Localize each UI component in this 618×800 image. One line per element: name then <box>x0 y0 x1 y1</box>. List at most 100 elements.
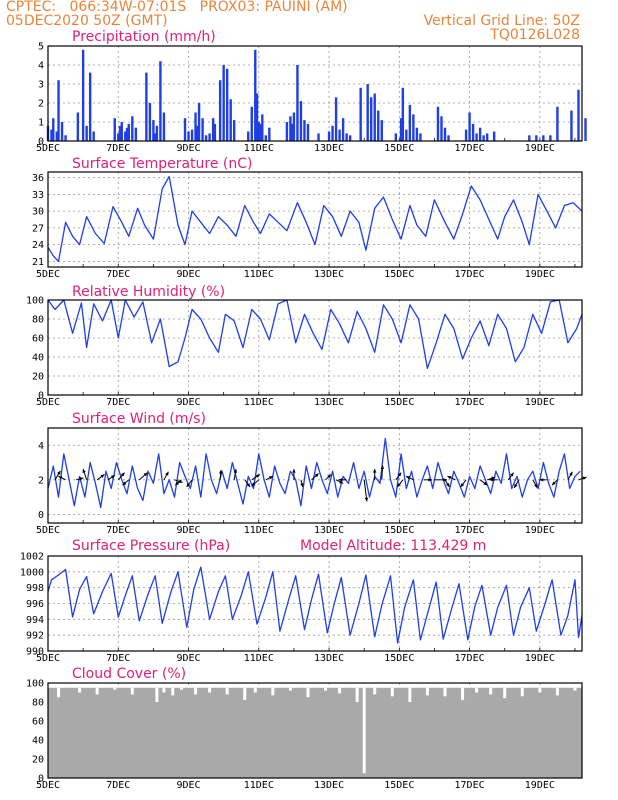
wind-vector-head <box>57 470 61 475</box>
cloud-y-tick-label: 40 <box>32 736 44 747</box>
wind-x-tick-label: 9DEC <box>176 525 200 536</box>
wind-vector-head <box>143 472 148 477</box>
precipitation-bar <box>373 93 376 141</box>
cloud-x-tick-label: 17DEC <box>455 780 485 791</box>
precip-x-tick-label: 9DEC <box>176 143 200 154</box>
wind-vector-head <box>483 481 488 486</box>
cloud-cover-gap <box>208 687 212 693</box>
precipitation-bar <box>60 122 64 141</box>
cloud-frame <box>47 682 583 779</box>
wind-vector-head <box>447 476 452 480</box>
header-line-1: CPTEC: 066:34W-07:01S PROX03: PAUINI (AM… <box>6 0 348 15</box>
pres-y-tick-label: 994 <box>26 615 44 626</box>
wind-vector-head <box>327 474 331 479</box>
cloud-cover-gap <box>155 687 159 702</box>
precipitation-bar <box>299 101 303 141</box>
precipitation-bar <box>327 131 331 141</box>
precipitation-bar <box>331 125 334 141</box>
cloud-cover-gap <box>253 687 257 693</box>
wind-x-tick-label: 5DEC <box>36 525 60 536</box>
cloud-cover-gap <box>113 687 117 690</box>
precipitation-bar <box>257 122 260 141</box>
rh-x-tick-label: 17DEC <box>455 397 485 408</box>
wind-vector-head <box>175 481 180 486</box>
precipitation-bar <box>370 97 373 141</box>
wind-vector-head <box>552 481 556 486</box>
wind-vector-head <box>269 476 274 480</box>
wind-vector-head <box>446 483 450 488</box>
rh-frame <box>47 299 583 396</box>
rh-y-tick-label: 20 <box>32 372 44 383</box>
rh-y-tick-label: 100 <box>26 296 44 307</box>
wind-vector-head <box>251 482 256 487</box>
rh-y-tick-label: 80 <box>32 315 44 326</box>
precipitation-bar <box>268 127 271 141</box>
precipitation-bar <box>345 133 348 141</box>
precipitation-bar <box>259 123 262 141</box>
cloud-x-tick-label: 9DEC <box>176 780 200 791</box>
precipitation-bar <box>447 135 450 141</box>
rh-series-line <box>47 299 583 370</box>
precip-y-tick-label: 2 <box>38 99 44 110</box>
precipitation-bar <box>254 49 257 141</box>
temp-y-tick-label: 21 <box>32 257 44 268</box>
precipitation-bar <box>471 123 475 141</box>
precip-x-tick-label: 17DEC <box>455 143 485 154</box>
wind-title: Surface Wind (m/s) <box>72 411 206 427</box>
temp-y-tick-label: 36 <box>32 173 44 184</box>
header-model-id: TQ0126L028 <box>490 27 580 43</box>
precipitation-bar <box>52 118 55 141</box>
precipitation-bar <box>225 68 229 141</box>
wind-vector-head <box>233 469 238 473</box>
temp-series-line <box>47 175 583 263</box>
precipitation-bar <box>341 118 345 141</box>
precipitation-bar <box>261 114 264 141</box>
precipitation-bar <box>296 65 299 141</box>
precip-x-tick-label: 15DEC <box>384 143 414 154</box>
precipitation-bar <box>213 123 217 141</box>
precipitation-bar <box>229 99 232 141</box>
rh-y-tick-label: 40 <box>32 353 44 364</box>
model-altitude-label: Model Altitude: 113.429 m <box>300 538 487 554</box>
precipitation-bar <box>419 133 422 141</box>
precipitation-bar <box>485 133 489 141</box>
precipitation-bar <box>64 135 67 141</box>
wind-vector-head <box>58 476 63 480</box>
pres-y-tick-label: 996 <box>26 599 44 610</box>
cloud-cover-gap <box>503 687 507 699</box>
rh-x-tick-label: 15DEC <box>384 397 414 408</box>
wind-vector-head <box>292 469 296 473</box>
precipitation-bar <box>542 135 545 141</box>
cloud-x-tick-label: 13DEC <box>314 780 344 791</box>
pres-x-tick-label: 7DEC <box>106 653 130 664</box>
cloud-cover-gap <box>288 687 292 691</box>
temp-x-tick-label: 9DEC <box>176 269 200 280</box>
precip-y-tick-label: 1 <box>38 118 44 129</box>
cloud-cover-gap <box>95 687 99 695</box>
wind-vector-head <box>122 481 127 486</box>
precipitation-bar <box>290 123 294 141</box>
cloud-x-tick-label: 19DEC <box>525 780 555 791</box>
wind-x-tick-label: 15DEC <box>384 525 414 536</box>
wind-x-tick-label: 17DEC <box>455 525 485 536</box>
wind-x-tick-label: 7DEC <box>106 525 130 536</box>
pres-x-tick-label: 5DEC <box>36 653 60 664</box>
wind-series-line <box>47 437 581 509</box>
wind-y-tick-label: 4 <box>38 441 44 452</box>
precipitation-bar <box>85 125 88 141</box>
precipitation-bar <box>468 112 471 141</box>
cloud-cover-gap <box>362 687 366 774</box>
precipitation-bar <box>113 118 116 141</box>
pres-series-line <box>47 566 583 644</box>
pressure-title: Surface Pressure (hPa) <box>72 538 231 554</box>
temp-y-tick-label: 30 <box>32 207 44 218</box>
precipitation-bar <box>366 84 369 141</box>
wind-vector-head <box>514 483 518 488</box>
precipitation-bar <box>232 120 236 141</box>
precipitation-bar <box>348 135 352 141</box>
cloud-y-tick-label: 20 <box>32 755 44 766</box>
wind-vector-head <box>372 469 377 473</box>
precipitation-bar <box>92 131 95 141</box>
precipitation-bar <box>196 125 199 141</box>
